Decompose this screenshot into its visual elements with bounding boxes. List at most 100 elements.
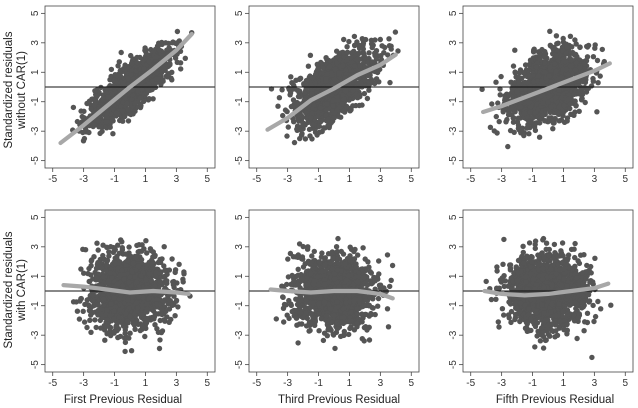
data-point (104, 257, 111, 264)
data-point (340, 92, 346, 98)
data-point (134, 59, 140, 66)
data-point (346, 38, 352, 45)
data-point (290, 86, 297, 92)
data-point (288, 74, 294, 80)
data-point (163, 40, 169, 46)
data-point (494, 130, 500, 136)
data-point (351, 63, 358, 69)
data-point (567, 105, 573, 112)
data-point (496, 118, 502, 125)
x-tick-label: 5 (622, 174, 628, 185)
data-point (280, 112, 286, 119)
data-point (533, 64, 539, 70)
data-point (268, 86, 275, 92)
data-point (95, 247, 101, 253)
data-point (86, 98, 93, 104)
data-point (289, 103, 296, 109)
data-point (344, 44, 350, 50)
data-point (579, 95, 585, 102)
data-point (542, 48, 548, 55)
data-point (348, 50, 355, 56)
data-point (351, 33, 358, 40)
y-tick-label: 5 (30, 10, 41, 16)
data-point (563, 50, 569, 57)
data-point (489, 101, 495, 107)
data-point (95, 117, 102, 124)
data-point (94, 240, 100, 246)
data-point (525, 99, 532, 106)
data-point (323, 55, 329, 61)
data-point (344, 103, 350, 110)
data-point (362, 54, 368, 60)
data-point (341, 36, 347, 43)
data-point (320, 65, 326, 71)
data-point (577, 88, 583, 95)
data-point (103, 119, 109, 125)
data-point (339, 101, 345, 107)
data-point (316, 123, 322, 129)
data-point (130, 111, 136, 117)
data-point (122, 67, 128, 73)
data-point (295, 117, 301, 123)
data-point (352, 42, 358, 49)
data-point (532, 127, 539, 134)
x-tick-label: 1 (143, 174, 149, 185)
data-point (528, 119, 534, 125)
data-point (366, 87, 372, 93)
data-point (77, 298, 83, 304)
data-point (122, 62, 128, 68)
data-point (500, 109, 506, 115)
data-point (372, 50, 378, 56)
data-point (118, 49, 124, 56)
data-point (325, 116, 331, 122)
data-point (334, 48, 340, 54)
data-point (139, 242, 145, 248)
y-tick-label: 3 (234, 40, 245, 46)
data-point (301, 81, 307, 87)
data-point (84, 297, 90, 303)
data-point (520, 70, 527, 76)
data-point (340, 63, 346, 69)
data-point (522, 62, 529, 68)
plot-frame (248, 5, 420, 169)
y-tick-label: -3 (30, 126, 41, 135)
data-point (568, 57, 575, 63)
data-point (552, 61, 558, 67)
y-tick-label: -5 (234, 156, 245, 165)
plot-frame (44, 5, 216, 169)
data-point (558, 117, 565, 123)
data-point (583, 89, 590, 95)
data-point (134, 54, 140, 61)
data-point (354, 56, 360, 62)
data-point (532, 120, 538, 127)
data-point (568, 111, 574, 118)
data-point (572, 37, 578, 43)
data-point (493, 113, 499, 120)
data-point (584, 44, 591, 50)
data-point (153, 70, 159, 76)
data-point (535, 73, 542, 79)
data-point (340, 108, 346, 114)
data-point (549, 118, 555, 124)
data-point (556, 87, 562, 93)
data-point (108, 73, 114, 80)
data-point (125, 75, 131, 82)
data-point (172, 55, 179, 61)
data-point (334, 60, 340, 67)
y-tick-label: 1 (30, 69, 41, 75)
data-point (329, 72, 335, 78)
data-point (597, 73, 603, 79)
data-point (117, 333, 124, 340)
y-tick-label: 3 (30, 40, 41, 46)
data-point (156, 47, 162, 53)
data-point (92, 317, 98, 323)
data-point (285, 124, 291, 130)
data-point (479, 86, 485, 93)
data-point (312, 129, 319, 135)
data-point (306, 126, 313, 133)
data-point (562, 58, 568, 65)
data-point (592, 45, 598, 51)
data-point (541, 53, 547, 60)
data-point (572, 98, 578, 104)
